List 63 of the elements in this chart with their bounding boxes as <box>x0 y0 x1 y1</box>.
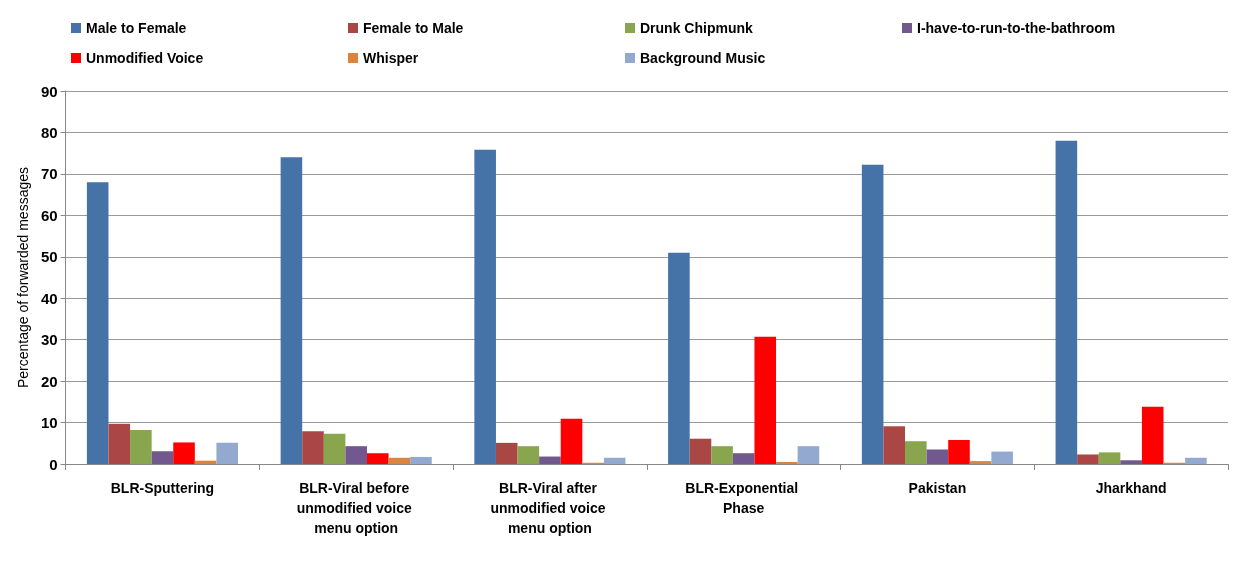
bar <box>969 461 992 464</box>
bar <box>1185 457 1207 464</box>
y-tick-label: 20 <box>40 372 58 390</box>
legend-label: Female to Male <box>363 20 464 36</box>
bar <box>366 453 389 464</box>
y-tick-label: 60 <box>40 206 58 224</box>
y-axis-title: Percentage of forwarded messages <box>15 166 31 389</box>
legend-label: Whisper <box>363 50 419 66</box>
bar <box>86 182 109 464</box>
y-tick-label: 40 <box>40 289 58 307</box>
y-tick-label: 50 <box>40 248 58 266</box>
x-tick-label: Pakistan <box>908 480 967 496</box>
legend-label: Unmodified Voice <box>86 50 204 66</box>
legend-label: I-have-to-run-to-the-bathroom <box>917 20 1116 36</box>
x-tick-label: BLR-Exponential Phase <box>685 480 802 516</box>
bar <box>216 442 239 464</box>
bar <box>108 423 131 464</box>
bar <box>926 449 949 464</box>
bar <box>668 252 690 464</box>
y-tick-label: 10 <box>40 414 58 432</box>
bar <box>689 438 712 464</box>
bar <box>797 446 820 464</box>
x-tick-label: BLR-Viral before unmodified voice menu option <box>296 480 416 536</box>
bar <box>410 456 432 464</box>
bar <box>1098 452 1121 464</box>
bar <box>560 418 583 464</box>
bar <box>1055 140 1078 464</box>
x-tick-label: Jharkhand <box>1095 480 1167 496</box>
bar <box>173 442 195 464</box>
bar <box>323 433 346 464</box>
bar <box>905 441 927 464</box>
bar <box>776 461 798 464</box>
bar <box>754 336 777 464</box>
bar <box>302 431 324 464</box>
bar <box>861 164 884 464</box>
y-tick-label: 0 <box>49 455 58 473</box>
legend-label: Background Music <box>640 50 766 66</box>
bar <box>130 430 152 464</box>
bar <box>539 456 561 464</box>
x-tick-label: BLR-Viral after unmodified voice menu option <box>490 480 610 536</box>
bar <box>1141 406 1164 464</box>
bar <box>603 457 626 464</box>
x-tick-label: BLR-Sputtering <box>110 480 215 496</box>
bar <box>1120 460 1142 464</box>
bar <box>991 451 1013 464</box>
legend-label: Male to Female <box>86 20 187 36</box>
bar <box>732 453 755 464</box>
bar <box>517 446 540 464</box>
legend-label: Drunk Chipmunk <box>640 20 753 36</box>
bar <box>948 439 970 464</box>
y-tick-label: 90 <box>40 82 58 100</box>
bar <box>151 451 174 464</box>
bar <box>883 426 906 464</box>
y-tick-label: 80 <box>40 123 58 141</box>
bar <box>1077 454 1099 464</box>
y-tick-label: 70 <box>40 165 58 183</box>
bar <box>388 457 411 464</box>
bar <box>474 149 496 464</box>
bar <box>280 157 303 464</box>
bar <box>345 446 367 464</box>
y-tick-label: 30 <box>40 331 58 349</box>
bar <box>711 446 733 464</box>
bar <box>495 442 518 464</box>
